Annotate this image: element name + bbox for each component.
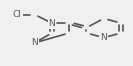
Text: Cl: Cl [13, 10, 22, 19]
Text: N: N [49, 19, 55, 28]
Text: N: N [31, 38, 38, 47]
Text: N: N [100, 33, 107, 42]
